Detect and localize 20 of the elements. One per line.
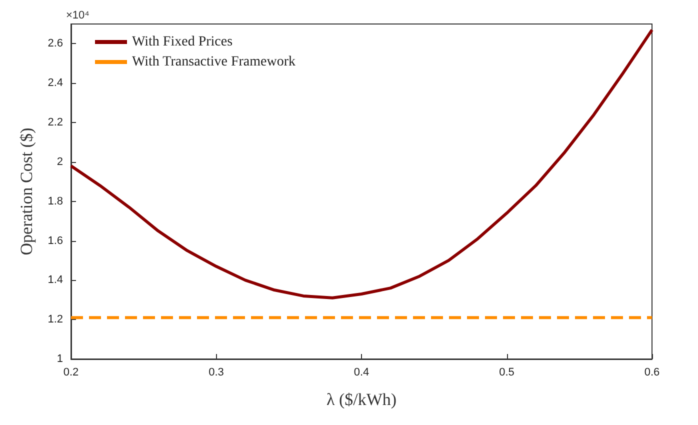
text: ×10⁴ (66, 10, 90, 22)
y-tick-label: 1.2 (48, 314, 63, 326)
legend-label: With Transactive Framework (132, 54, 296, 70)
x-tick-label: 0.3 (208, 366, 224, 378)
y-tick-label: 2.6 (48, 38, 63, 50)
legend-label: With Fixed Prices (132, 34, 233, 50)
y-tick-label: 1.6 (48, 234, 63, 247)
x-tick-label: 0.6 (644, 366, 660, 378)
y-tick-label: 2.2 (48, 116, 63, 129)
x-tick-label: 0.5 (499, 366, 514, 378)
y-tick-label: 2 (56, 156, 63, 168)
y-tick-label: 1.4 (48, 274, 63, 286)
y-tick-label: 1.8 (48, 195, 63, 208)
line-series (70, 28, 654, 300)
y-tick-label: 1 (56, 353, 63, 365)
y-axis-title: Operation Cost ($) (17, 128, 36, 256)
y-tick-label: 2.4 (48, 77, 63, 90)
x-tick-label: 0.4 (354, 366, 370, 378)
x-tick-label: 0.2 (63, 366, 79, 378)
x-axis-title: λ ($/kWh) (326, 390, 397, 409)
